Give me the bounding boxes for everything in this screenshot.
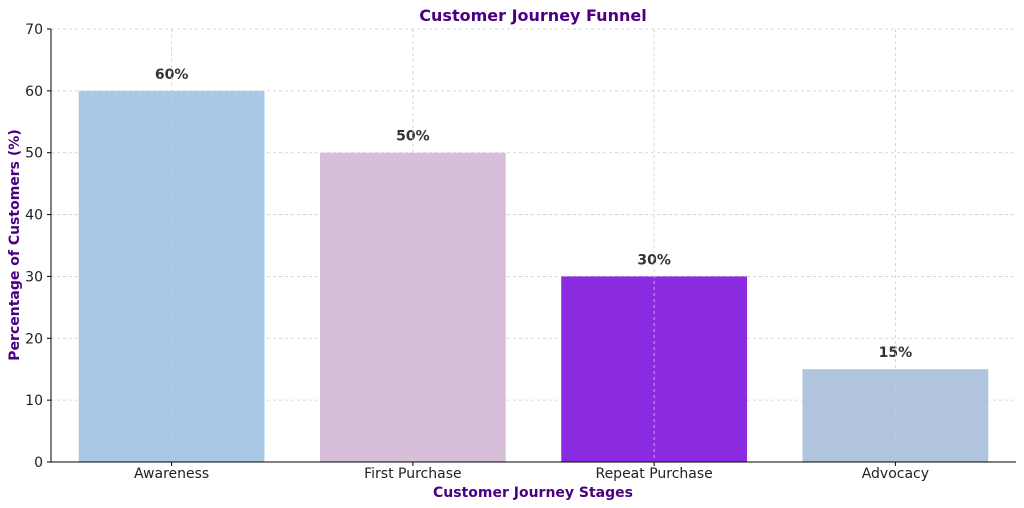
bar-value-label: 60% xyxy=(155,67,189,83)
y-tick-label: 40 xyxy=(25,208,43,224)
bars: 60%50%30%15% xyxy=(78,67,989,462)
y-tick-label: 0 xyxy=(34,455,43,471)
y-tick-label: 30 xyxy=(25,269,43,285)
x-tick-label: Awareness xyxy=(134,466,209,482)
axes: 0 10 20 30 40 50 60 70 Awareness First Purchase Re… xyxy=(25,22,1016,482)
y-tick-label: 10 xyxy=(25,393,43,409)
x-tick-label: First Purchase xyxy=(364,466,462,482)
y-tick-label: 20 xyxy=(25,331,43,347)
chart-title: Customer Journey Funnel xyxy=(419,6,646,25)
y-tick-label: 70 xyxy=(25,22,43,38)
x-axis-label: Customer Journey Stages xyxy=(433,485,633,501)
bar-value-label: 50% xyxy=(396,129,430,145)
y-tick-label: 50 xyxy=(25,146,43,162)
bar-value-label: 30% xyxy=(637,252,671,268)
bar xyxy=(561,276,748,462)
x-tick-label: Repeat Purchase xyxy=(595,466,712,482)
y-tick-label: 60 xyxy=(25,84,43,100)
x-tick-label: Advocacy xyxy=(862,466,929,482)
y-axis-label: Percentage of Customers (%) xyxy=(7,129,23,360)
